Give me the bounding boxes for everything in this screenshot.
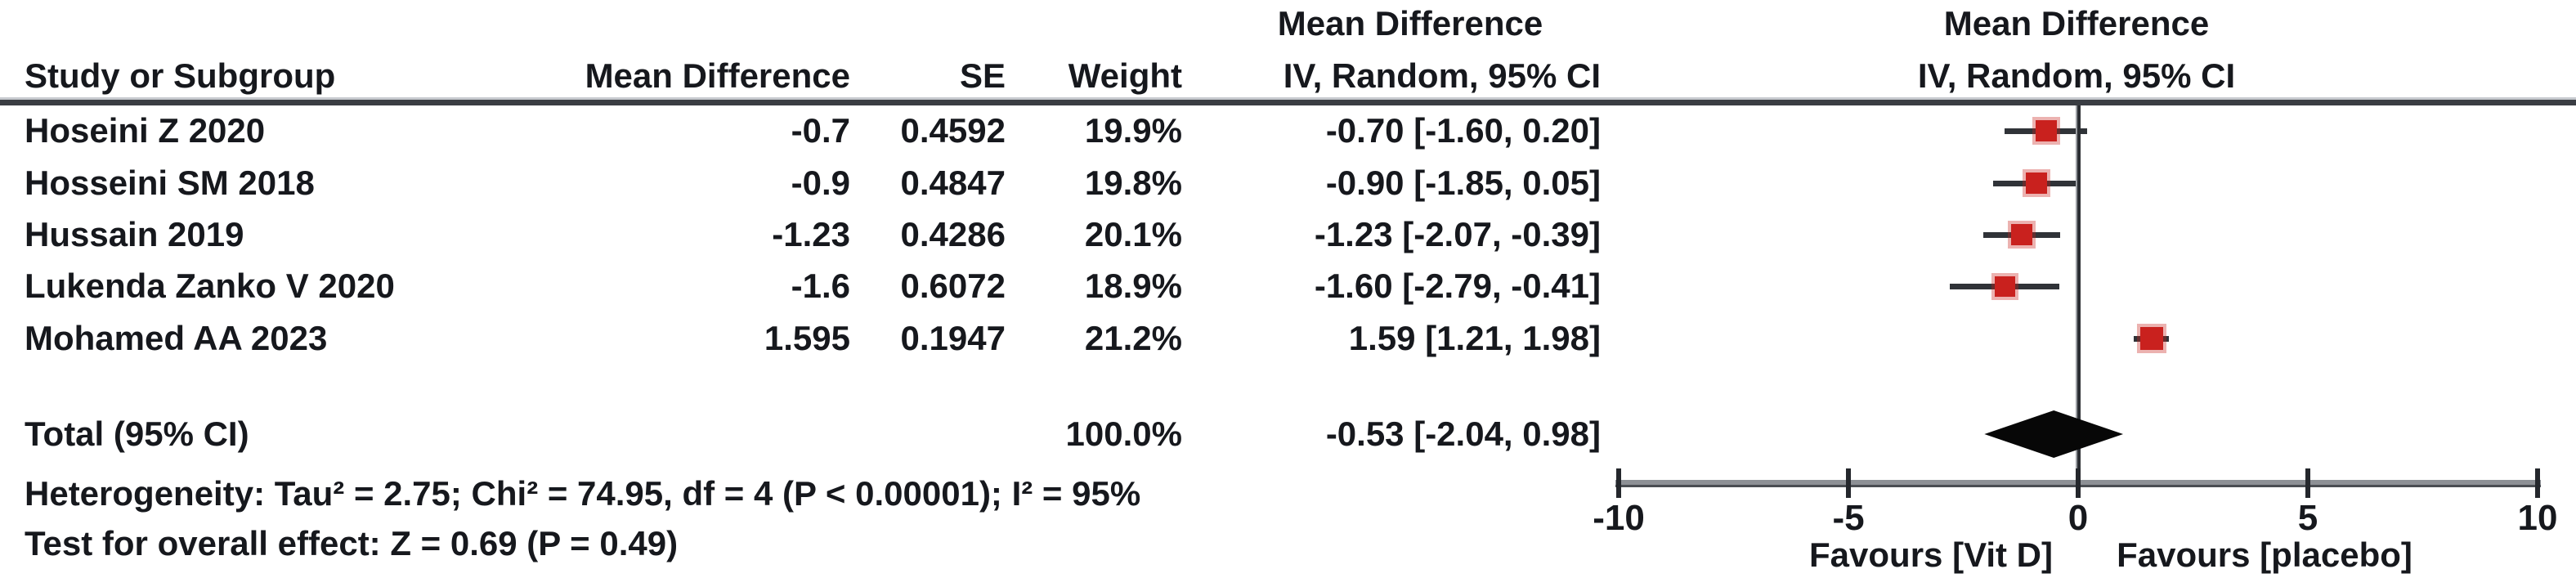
ci-value: -0.70 [-1.60, 0.20]: [1325, 111, 1601, 150]
total-row-ci: -0.53 [-2.04, 0.98]: [1325, 414, 1601, 453]
x-axis-tick: [1846, 468, 1851, 498]
md-value: -0.9: [791, 164, 850, 202]
favours-right-label: Favours [placebo]: [2117, 535, 2412, 574]
weight-value: 19.9%: [1084, 111, 1182, 150]
column-header-weight: Weight: [1068, 56, 1182, 95]
x-axis-tick-label: -10: [1593, 498, 1645, 538]
study-name: Hoseini Z 2020: [25, 111, 266, 150]
study-name: Hosseini SM 2018: [25, 164, 315, 202]
heterogeneity-text: Heterogeneity: Tau² = 2.75; Chi² = 74.95…: [25, 474, 1141, 513]
md-value: -0.7: [791, 111, 850, 150]
x-axis-tick-label: 10: [2517, 498, 2558, 538]
column-header-mean-difference: Mean Difference: [585, 56, 850, 95]
ci-value: -1.60 [-2.79, -0.41]: [1314, 267, 1601, 305]
se-value: 0.4592: [900, 111, 1006, 150]
weight-value: 18.9%: [1084, 267, 1182, 305]
header-separator-line: [0, 97, 2576, 105]
study-name: Hussain 2019: [25, 215, 244, 253]
ci-value: -1.23 [-2.07, -0.39]: [1314, 215, 1601, 253]
effect-square-marker: [2010, 224, 2032, 245]
effect-square-marker: [2035, 120, 2057, 141]
md-value: 1.595: [764, 319, 850, 357]
weight-value: 21.2%: [1084, 319, 1182, 357]
effect-square-marker: [2139, 327, 2163, 350]
column-header-se: SE: [959, 56, 1006, 95]
column-header-study: Study or Subgroup: [25, 56, 336, 95]
total-diamond: [1984, 410, 2124, 458]
x-axis-tick-label: 0: [2068, 498, 2089, 538]
plot-header-line2: IV, Random, 95% CI: [1917, 56, 2236, 95]
se-value: 0.4286: [900, 215, 1006, 253]
x-axis-tick: [2076, 468, 2081, 498]
weight-value: 20.1%: [1084, 215, 1182, 253]
zero-reference-line: [2076, 105, 2081, 483]
ci-value: -0.90 [-1.85, 0.05]: [1325, 164, 1601, 202]
total-row-label: Total (95% CI): [25, 414, 249, 453]
x-axis-tick: [2305, 468, 2310, 498]
study-name: Mohamed AA 2023: [25, 319, 328, 357]
md-value: -1.6: [791, 267, 850, 305]
plot-header-line1: Mean Difference: [1943, 4, 2210, 43]
x-axis-tick: [2535, 468, 2540, 498]
x-axis-tick-label: 5: [2297, 498, 2318, 538]
effect-square-marker: [2026, 173, 2048, 194]
column-header-iv-ci: IV, Random, 95% CI: [1283, 56, 1601, 95]
se-value: 0.4847: [900, 164, 1006, 202]
effect-square-marker: [1994, 276, 2015, 297]
favours-left-label: Favours [Vit D]: [1809, 535, 2053, 574]
x-axis-tick: [1616, 468, 1621, 498]
se-value: 0.6072: [900, 267, 1006, 305]
weight-value: 19.8%: [1084, 164, 1182, 202]
ci-value: 1.59 [1.21, 1.98]: [1348, 319, 1601, 357]
effect-column-header-line1: Mean Difference: [1277, 4, 1543, 43]
md-value: -1.23: [772, 215, 850, 253]
x-axis-tick-label: -5: [1832, 498, 1865, 538]
total-row-weight: 100.0%: [1065, 414, 1182, 453]
overall-effect-text: Test for overall effect: Z = 0.69 (P = 0…: [25, 524, 679, 562]
study-name: Lukenda Zanko V 2020: [25, 267, 395, 305]
se-value: 0.1947: [900, 319, 1006, 357]
